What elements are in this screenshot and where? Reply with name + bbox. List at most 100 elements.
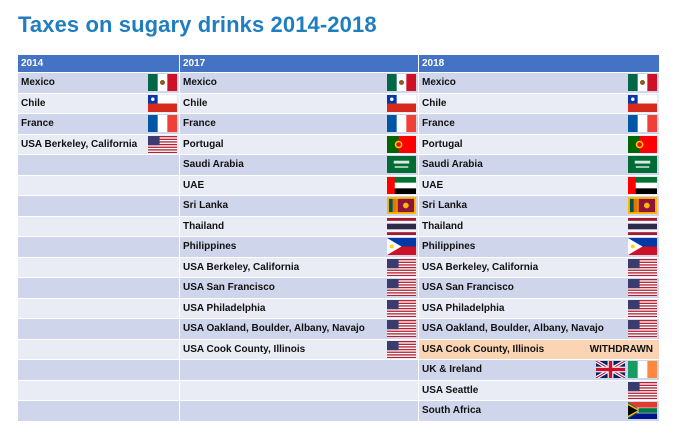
table-row: USA Berkeley, California (180, 257, 418, 277)
country-label: South Africa (422, 405, 482, 416)
country-label: Mexico (183, 77, 217, 88)
chile-flag-icon (387, 94, 416, 112)
table-row (18, 339, 179, 359)
table-row: USA Cook County, Illinois WITHDRAWN (419, 339, 659, 359)
table-row (18, 155, 179, 175)
column-header: 2018 (419, 55, 659, 72)
country-label: Chile (183, 97, 208, 109)
table-row (18, 298, 179, 318)
table-row (18, 380, 179, 400)
usa-flag-icon (628, 258, 657, 276)
country-label: UAE (183, 179, 205, 191)
srilanka-flag-icon (628, 197, 657, 214)
status-label: WITHDRAWN (589, 343, 653, 355)
table-row: USA San Francisco (180, 278, 418, 298)
country-label: Sri Lanka (183, 200, 229, 211)
usa-flag-icon (387, 340, 416, 358)
country-label: UAE (422, 179, 444, 191)
table-row: UAE (180, 175, 418, 195)
country-label: UK & Ireland (422, 364, 483, 375)
table-row: Portugal (180, 134, 418, 154)
chile-flag-icon (148, 94, 177, 112)
uae-flag-icon (387, 176, 416, 194)
saudi-flag-icon (628, 156, 657, 173)
table-row: Sri Lanka (180, 196, 418, 216)
table-row: USA Berkeley, California (419, 257, 659, 277)
table-row (18, 319, 179, 339)
country-label: USA San Francisco (422, 282, 514, 293)
table-row (18, 257, 179, 277)
usa-flag-icon (628, 320, 657, 337)
country-label: Mexico (21, 77, 55, 88)
ireland-flag-icon (628, 361, 657, 378)
country-label: USA San Francisco (183, 282, 275, 293)
usa-flag-icon (387, 299, 416, 317)
country-label: Sri Lanka (422, 200, 468, 211)
table-row: USA Seattle (419, 380, 659, 400)
table-row: France (180, 114, 418, 134)
country-label: Portugal (183, 138, 224, 150)
philippines-flag-icon (628, 238, 657, 255)
table-row: France (18, 114, 179, 134)
usa-flag-icon (628, 299, 657, 317)
country-label: France (21, 118, 54, 129)
table-row (18, 196, 179, 216)
table-row: Portugal (419, 134, 659, 154)
table-row (180, 360, 418, 380)
table-row: Saudi Arabia (419, 155, 659, 175)
country-label: USA Seattle (422, 384, 479, 396)
table-row (18, 175, 179, 195)
column-2018: 2018 Mexico Chile France Portugal Saudi Arabi… (419, 55, 659, 421)
table-row: Mexico (419, 73, 659, 93)
southafrica-flag-icon (628, 402, 657, 419)
table-row: Sri Lanka (419, 196, 659, 216)
country-label: USA Oakland, Boulder, Albany, Navajo (422, 323, 604, 334)
france-flag-icon (628, 115, 657, 132)
table-row: Chile (419, 93, 659, 113)
table-row (18, 401, 179, 421)
country-label: USA Philadelphia (183, 302, 266, 314)
column-2014: 2014 Mexico Chile France USA Berkeley, Calif… (18, 55, 179, 421)
table-row: Thailand (180, 216, 418, 236)
table-row: South Africa (419, 401, 659, 421)
column-header: 2014 (18, 55, 179, 72)
table-row: Philippines (419, 237, 659, 257)
table-row (18, 278, 179, 298)
france-flag-icon (387, 115, 416, 132)
usa-flag-icon (148, 135, 177, 153)
table-row: USA Philadelphia (419, 298, 659, 318)
table-row: Thailand (419, 216, 659, 236)
country-label: USA Philadelphia (422, 302, 505, 314)
srilanka-flag-icon (387, 197, 416, 214)
country-label: Portugal (422, 138, 463, 150)
table-row (180, 401, 418, 421)
table-row: France (419, 114, 659, 134)
thailand-flag-icon (628, 217, 657, 235)
uk-flag-icon (596, 361, 625, 378)
table-row: Philippines (180, 237, 418, 257)
table-row: USA Cook County, Illinois (180, 339, 418, 359)
table-row: Saudi Arabia (180, 155, 418, 175)
country-label: Thailand (183, 220, 225, 232)
uae-flag-icon (628, 176, 657, 194)
chile-flag-icon (628, 94, 657, 112)
table-row: USA Oakland, Boulder, Albany, Navajo (419, 319, 659, 339)
mexico-flag-icon (387, 74, 416, 91)
country-label: Chile (422, 97, 447, 109)
table-row: USA San Francisco (419, 278, 659, 298)
table-row: USA Oakland, Boulder, Albany, Navajo (180, 319, 418, 339)
page-title: Taxes on sugary drinks 2014-2018 (18, 12, 377, 37)
france-flag-icon (148, 115, 177, 132)
column-2017: 2017 Mexico Chile France Portugal Saudi Arabi… (180, 55, 418, 421)
table-row: Mexico (18, 73, 179, 93)
country-label: USA Berkeley, California (21, 138, 138, 150)
table-row (18, 216, 179, 236)
table-row (18, 360, 179, 380)
usa-flag-icon (628, 279, 657, 296)
country-label: Chile (21, 97, 46, 109)
philippines-flag-icon (387, 238, 416, 255)
table-row (180, 380, 418, 400)
country-label: USA Oakland, Boulder, Albany, Navajo (183, 323, 365, 334)
country-label: Philippines (183, 241, 237, 252)
table-row: UAE (419, 175, 659, 195)
